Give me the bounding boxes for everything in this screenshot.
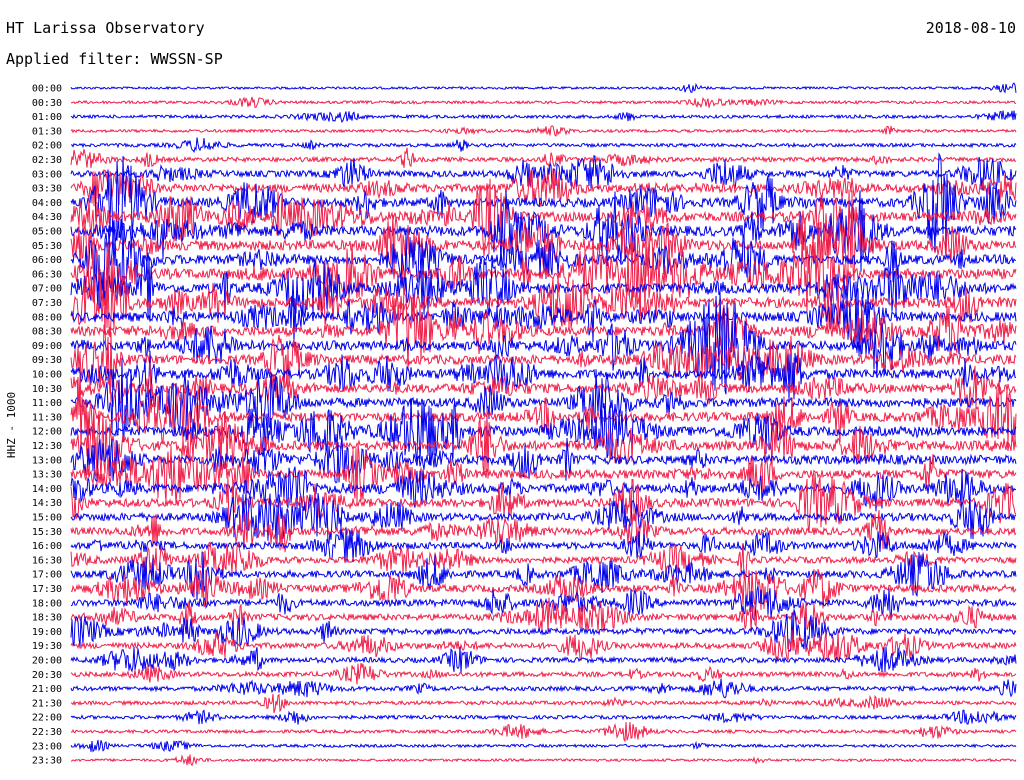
time-label: 20:30 <box>32 670 62 681</box>
seismic-trace <box>70 693 1017 714</box>
seismic-trace <box>70 324 1017 394</box>
time-label: 08:00 <box>32 312 62 323</box>
time-label: 20:00 <box>32 656 62 667</box>
time-label: 00:00 <box>32 84 62 95</box>
time-label: 05:30 <box>32 241 62 252</box>
seismic-trace <box>70 709 1017 725</box>
time-label: 06:30 <box>32 269 62 280</box>
time-label: 09:00 <box>32 341 62 352</box>
record-date: 2018-08-10 <box>925 19 1016 37</box>
seismic-trace <box>70 754 1017 767</box>
seismic-trace <box>70 147 1017 169</box>
time-label: 03:30 <box>32 184 62 195</box>
applied-filter: Applied filter: WWSSN-SP <box>6 50 223 68</box>
seismic-trace <box>70 362 1017 408</box>
time-label: 22:30 <box>32 727 62 738</box>
seismic-trace <box>70 510 1017 553</box>
time-label: 09:30 <box>32 355 62 366</box>
time-label: 18:30 <box>32 613 62 624</box>
seismic-trace <box>70 96 1017 109</box>
time-label: 00:30 <box>32 98 62 109</box>
time-label: 12:30 <box>32 441 62 452</box>
time-label: 16:30 <box>32 555 62 566</box>
seismic-trace <box>70 435 1017 484</box>
seismic-trace <box>70 527 1017 563</box>
seismic-trace <box>70 137 1017 153</box>
seismic-trace <box>70 82 1017 94</box>
seismic-trace <box>70 225 1017 311</box>
seismic-trace <box>70 662 1017 685</box>
time-label: 11:30 <box>32 412 62 423</box>
time-label: 10:00 <box>32 370 62 381</box>
seismic-trace <box>70 473 1017 534</box>
seismic-trace <box>70 739 1017 753</box>
seismic-trace <box>70 444 1017 505</box>
time-label: 07:00 <box>32 284 62 295</box>
seismic-trace <box>70 551 1017 601</box>
time-label: 16:00 <box>32 541 62 552</box>
time-label-group: 00:00 00:30 01:00 01:30 02:00 02:30 03:00 03:30… <box>32 84 62 767</box>
time-label: 12:00 <box>32 427 62 438</box>
seismic-trace <box>70 152 1017 254</box>
seismic-trace <box>70 350 1017 400</box>
time-label: 18:00 <box>32 598 62 609</box>
time-label: 08:30 <box>32 327 62 338</box>
time-label: 21:30 <box>32 698 62 709</box>
seismic-trace <box>70 678 1017 699</box>
seismic-trace <box>70 568 1017 610</box>
seismic-trace <box>70 168 1017 208</box>
seismic-trace <box>70 597 1017 634</box>
time-label: 11:00 <box>32 398 62 409</box>
seismic-trace <box>70 721 1017 743</box>
time-label: 07:30 <box>32 298 62 309</box>
seismic-trace <box>70 409 1017 488</box>
time-label: 01:00 <box>32 112 62 123</box>
time-label: 13:00 <box>32 455 62 466</box>
trace-group <box>70 82 1017 767</box>
time-label: 14:30 <box>32 498 62 509</box>
time-label: 15:30 <box>32 527 62 538</box>
seismic-trace <box>70 110 1017 123</box>
time-label: 02:30 <box>32 155 62 166</box>
time-label: 05:00 <box>32 227 62 238</box>
time-label: 14:00 <box>32 484 62 495</box>
seismic-trace <box>70 609 1017 653</box>
time-label: 21:00 <box>32 684 62 695</box>
time-label: 23:00 <box>32 741 62 752</box>
seismic-trace <box>70 125 1017 137</box>
time-label: 06:00 <box>32 255 62 266</box>
time-label: 15:00 <box>32 513 62 524</box>
time-label: 17:30 <box>32 584 62 595</box>
time-label: 03:00 <box>32 169 62 180</box>
time-label: 10:30 <box>32 384 62 395</box>
seismic-trace <box>70 630 1017 662</box>
seismic-trace <box>70 154 1017 191</box>
seismic-trace <box>70 493 1017 544</box>
seismic-trace <box>70 357 1017 443</box>
observatory-title: HT Larissa Observatory <box>6 19 205 37</box>
time-label: 19:30 <box>32 641 62 652</box>
time-label: 17:00 <box>32 570 62 581</box>
seismic-trace <box>70 291 1017 395</box>
time-label: 01:30 <box>32 126 62 137</box>
time-label: 19:00 <box>32 627 62 638</box>
time-label: 02:00 <box>32 141 62 152</box>
time-label: 23:30 <box>32 756 62 767</box>
time-label: 04:00 <box>32 198 62 209</box>
seismic-trace <box>70 646 1017 674</box>
time-label: 22:00 <box>32 713 62 724</box>
time-label: 13:30 <box>32 470 62 481</box>
seismic-trace <box>70 286 1017 371</box>
seismic-trace <box>70 541 1017 579</box>
y-axis-label: HHZ - 1000 <box>5 392 18 458</box>
time-label: 04:30 <box>32 212 62 223</box>
